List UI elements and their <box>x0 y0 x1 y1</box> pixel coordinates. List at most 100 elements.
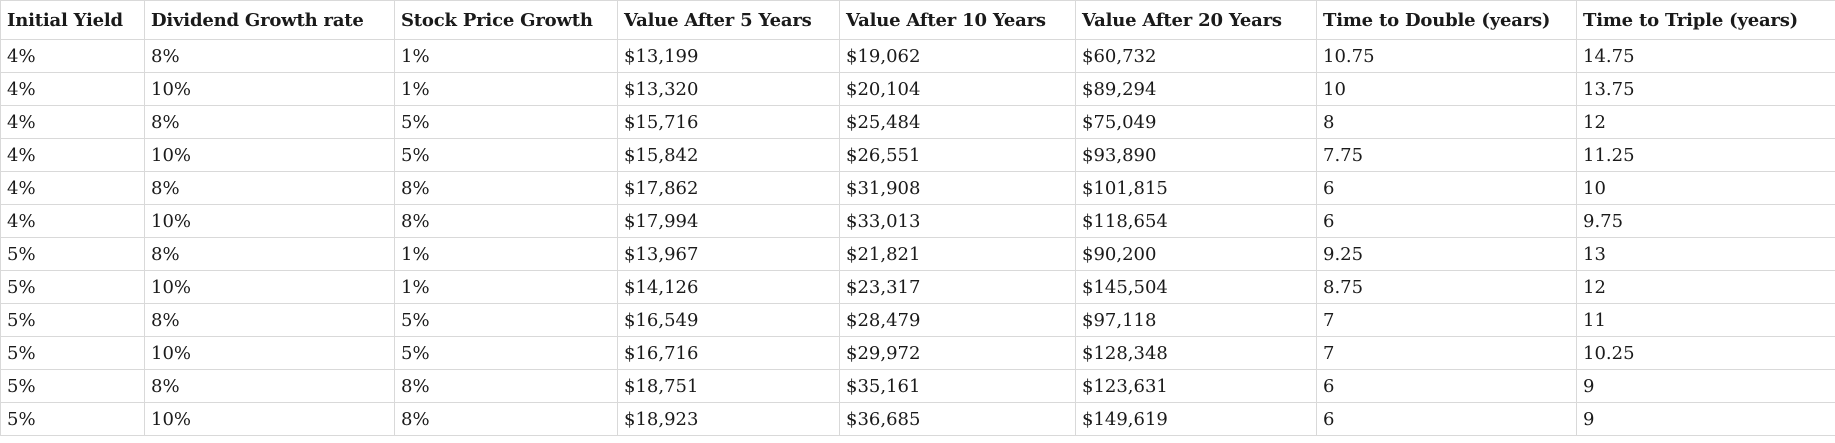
stock-price-growth-cell: 1% <box>394 39 618 73</box>
stock-price-growth-cell: 8% <box>394 171 618 205</box>
time-to-double-cell: 7 <box>1316 303 1577 337</box>
value-after-5-years-cell: $17,862 <box>617 171 840 205</box>
header-time-to-triple: Time to Triple (years) <box>1576 0 1835 40</box>
dividend-growth-rate-cell: 8% <box>144 171 395 205</box>
table-row: 5% 10% 1% $14,126 $23,317 $145,504 8.75 12 <box>0 270 1835 304</box>
time-to-double-cell: 6 <box>1316 204 1577 238</box>
time-to-triple-cell: 10 <box>1576 171 1835 205</box>
initial-yield-cell: 4% <box>0 39 145 73</box>
dividend-growth-rate-cell: 10% <box>144 336 395 370</box>
header-value-after-20-years: Value After 20 Years <box>1075 0 1317 40</box>
table-body: 4% 8% 1% $13,199 $19,062 $60,732 10.75 14.75 4% 1… <box>0 39 1835 436</box>
table-row: 4% 8% 8% $17,862 $31,908 $101,815 6 10 <box>0 171 1835 205</box>
time-to-triple-cell: 13 <box>1576 237 1835 271</box>
value-after-5-years-cell: $15,716 <box>617 105 840 139</box>
time-to-double-cell: 6 <box>1316 369 1577 403</box>
header-value-after-5-years: Value After 5 Years <box>617 0 840 40</box>
value-after-20-years-cell: $101,815 <box>1075 171 1317 205</box>
value-after-20-years-cell: $90,200 <box>1075 237 1317 271</box>
table-row: 5% 10% 5% $16,716 $29,972 $128,348 7 10.25 <box>0 336 1835 370</box>
time-to-triple-cell: 10.25 <box>1576 336 1835 370</box>
value-after-20-years-cell: $97,118 <box>1075 303 1317 337</box>
value-after-10-years-cell: $29,972 <box>839 336 1076 370</box>
value-after-20-years-cell: $145,504 <box>1075 270 1317 304</box>
value-after-5-years-cell: $13,967 <box>617 237 840 271</box>
initial-yield-cell: 5% <box>0 270 145 304</box>
table-row: 5% 8% 1% $13,967 $21,821 $90,200 9.25 13 <box>0 237 1835 271</box>
time-to-triple-cell: 11.25 <box>1576 138 1835 172</box>
header-initial-yield: Initial Yield <box>0 0 145 40</box>
value-after-10-years-cell: $19,062 <box>839 39 1076 73</box>
stock-price-growth-cell: 1% <box>394 237 618 271</box>
value-after-20-years-cell: $89,294 <box>1075 72 1317 106</box>
time-to-double-cell: 6 <box>1316 402 1577 436</box>
table-row: 4% 10% 1% $13,320 $20,104 $89,294 10 13.75 <box>0 72 1835 106</box>
value-after-5-years-cell: $17,994 <box>617 204 840 238</box>
initial-yield-cell: 4% <box>0 171 145 205</box>
value-after-10-years-cell: $20,104 <box>839 72 1076 106</box>
value-after-10-years-cell: $25,484 <box>839 105 1076 139</box>
time-to-double-cell: 10 <box>1316 72 1577 106</box>
header-dividend-growth-rate: Dividend Growth rate <box>144 0 395 40</box>
value-after-5-years-cell: $13,199 <box>617 39 840 73</box>
header-stock-price-growth: Stock Price Growth <box>394 0 618 40</box>
stock-price-growth-cell: 5% <box>394 336 618 370</box>
header-time-to-double: Time to Double (years) <box>1316 0 1577 40</box>
value-after-5-years-cell: $18,923 <box>617 402 840 436</box>
value-after-20-years-cell: $149,619 <box>1075 402 1317 436</box>
stock-price-growth-cell: 8% <box>394 369 618 403</box>
value-after-20-years-cell: $75,049 <box>1075 105 1317 139</box>
time-to-triple-cell: 9 <box>1576 369 1835 403</box>
table-header: Initial Yield Dividend Growth rate Stock… <box>0 0 1835 40</box>
table-row: 4% 8% 5% $15,716 $25,484 $75,049 8 12 <box>0 105 1835 139</box>
initial-yield-cell: 5% <box>0 237 145 271</box>
table-row: 5% 8% 8% $18,751 $35,161 $123,631 6 9 <box>0 369 1835 403</box>
header-row: Initial Yield Dividend Growth rate Stock… <box>0 0 1835 40</box>
value-after-5-years-cell: $13,320 <box>617 72 840 106</box>
stock-price-growth-cell: 8% <box>394 402 618 436</box>
dividend-growth-rate-cell: 10% <box>144 138 395 172</box>
time-to-double-cell: 7 <box>1316 336 1577 370</box>
value-after-10-years-cell: $28,479 <box>839 303 1076 337</box>
value-after-20-years-cell: $123,631 <box>1075 369 1317 403</box>
time-to-double-cell: 7.75 <box>1316 138 1577 172</box>
value-after-10-years-cell: $21,821 <box>839 237 1076 271</box>
time-to-triple-cell: 9 <box>1576 402 1835 436</box>
time-to-triple-cell: 12 <box>1576 105 1835 139</box>
dividend-growth-rate-cell: 10% <box>144 402 395 436</box>
value-after-10-years-cell: $26,551 <box>839 138 1076 172</box>
table-row: 4% 8% 1% $13,199 $19,062 $60,732 10.75 14.75 <box>0 39 1835 73</box>
dividend-growth-rate-cell: 8% <box>144 303 395 337</box>
value-after-10-years-cell: $33,013 <box>839 204 1076 238</box>
value-after-5-years-cell: $16,716 <box>617 336 840 370</box>
time-to-double-cell: 9.25 <box>1316 237 1577 271</box>
value-after-20-years-cell: $93,890 <box>1075 138 1317 172</box>
time-to-double-cell: 8.75 <box>1316 270 1577 304</box>
table-row: 4% 10% 5% $15,842 $26,551 $93,890 7.75 11.25 <box>0 138 1835 172</box>
value-after-10-years-cell: $36,685 <box>839 402 1076 436</box>
initial-yield-cell: 5% <box>0 369 145 403</box>
table-row: 5% 10% 8% $18,923 $36,685 $149,619 6 9 <box>0 402 1835 436</box>
time-to-triple-cell: 9.75 <box>1576 204 1835 238</box>
stock-price-growth-cell: 5% <box>394 303 618 337</box>
dividend-growth-rate-cell: 10% <box>144 270 395 304</box>
time-to-double-cell: 8 <box>1316 105 1577 139</box>
stock-price-growth-cell: 8% <box>394 204 618 238</box>
dividend-growth-rate-cell: 10% <box>144 204 395 238</box>
table-row: 5% 8% 5% $16,549 $28,479 $97,118 7 11 <box>0 303 1835 337</box>
value-after-20-years-cell: $128,348 <box>1075 336 1317 370</box>
stock-price-growth-cell: 5% <box>394 138 618 172</box>
dividend-growth-rate-cell: 8% <box>144 105 395 139</box>
value-after-10-years-cell: $31,908 <box>839 171 1076 205</box>
value-after-5-years-cell: $14,126 <box>617 270 840 304</box>
value-after-5-years-cell: $18,751 <box>617 369 840 403</box>
initial-yield-cell: 4% <box>0 138 145 172</box>
dividend-growth-rate-cell: 8% <box>144 39 395 73</box>
stock-price-growth-cell: 1% <box>394 72 618 106</box>
time-to-double-cell: 6 <box>1316 171 1577 205</box>
initial-yield-cell: 5% <box>0 336 145 370</box>
initial-yield-cell: 5% <box>0 402 145 436</box>
value-after-10-years-cell: $23,317 <box>839 270 1076 304</box>
time-to-triple-cell: 11 <box>1576 303 1835 337</box>
